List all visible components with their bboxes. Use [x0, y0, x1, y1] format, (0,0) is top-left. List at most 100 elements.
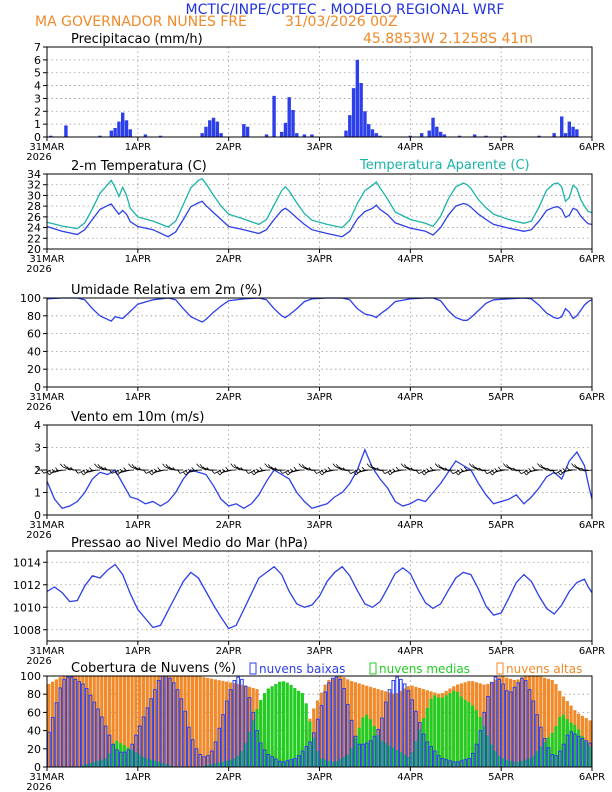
wind-barb-feather	[369, 464, 374, 468]
cloud-bar-high	[47, 683, 51, 767]
cloud-bar-mid	[444, 695, 448, 767]
precip-bar	[291, 110, 295, 137]
series-line-press-0	[46, 563, 593, 630]
cloud-bar-mid	[440, 697, 445, 767]
wind-barb-feather	[342, 467, 346, 471]
wind-barb-feather	[293, 466, 297, 471]
wind-barb-feather	[177, 470, 181, 474]
legend-swatch	[496, 662, 504, 675]
cloud-bar-high	[183, 676, 187, 767]
precip-bar	[457, 135, 462, 137]
wind-barb-feather	[571, 463, 575, 467]
cloud-bar-high	[88, 676, 93, 767]
cloud-bar-mid	[474, 710, 479, 767]
x-tick-label: 6APR	[579, 254, 605, 265]
cloud-bar-mid	[209, 764, 214, 767]
header-run: 31/03/2026 00Z	[285, 14, 398, 30]
x-tick-label: 31MAR	[29, 520, 64, 531]
cloud-bar-high	[520, 677, 524, 767]
wind-barb-feather	[70, 466, 74, 471]
precip-bar	[374, 133, 378, 137]
cloud-bar-mid	[134, 752, 138, 767]
precip-bar	[245, 126, 250, 137]
x-tick-label: 2APR	[216, 142, 242, 153]
cloud-bar-mid	[255, 708, 259, 767]
wind-barb-feather	[55, 467, 59, 471]
x-tick-label: 2APR	[216, 392, 242, 403]
wind-barb-feather	[75, 470, 79, 474]
wind-barb	[62, 466, 70, 471]
wind-barb-feather	[202, 466, 206, 470]
precip-bar	[351, 88, 356, 137]
cloud-bar-high	[62, 676, 66, 767]
cloud-bar-mid	[274, 683, 278, 767]
x-tick-label: 5APR	[488, 772, 514, 783]
wind-barb-feather	[392, 468, 396, 472]
wind-barb-feather	[245, 470, 249, 474]
wind-barb-feather	[168, 466, 172, 470]
wind-barb-feather	[450, 470, 454, 474]
wind-barb-feather	[484, 470, 488, 475]
cloud-bar-mid	[584, 741, 588, 767]
cloud-bar-mid	[278, 681, 282, 767]
wind-barb-feather	[581, 467, 585, 472]
x-tick-label: 3APR	[306, 772, 332, 783]
wind-barb-feather	[225, 467, 229, 471]
wind-barb-feather	[361, 466, 365, 471]
cloud-bar-mid	[168, 765, 172, 767]
cloud-bar-mid	[486, 735, 490, 767]
x-tick-label: 4APR	[397, 392, 423, 403]
cloud-bar-high	[387, 692, 392, 767]
x-tick-label: 31MAR	[29, 392, 64, 403]
cloud-bar-high	[334, 677, 339, 767]
precip-bar	[484, 135, 488, 137]
wind-barb	[345, 469, 354, 471]
cloud-bar-mid	[243, 743, 248, 767]
cloud-bar-mid	[119, 743, 123, 767]
wind-barb	[413, 469, 422, 472]
cloud-bar-mid	[88, 763, 93, 767]
cloud-bar-high	[380, 690, 384, 767]
cloud-bar-high	[191, 676, 195, 767]
precip-bar	[279, 131, 284, 137]
wind-barb-feather	[285, 471, 289, 476]
cloud-bar-mid	[395, 749, 399, 767]
wind-barb-feather	[222, 468, 226, 473]
cloud-bar-mid	[312, 737, 316, 767]
cloud-bar-high	[100, 676, 104, 767]
cloud-bar-high	[418, 687, 422, 767]
cloud-bar-high	[221, 680, 225, 767]
precip-bar	[427, 130, 431, 137]
cloud-bar-high	[156, 676, 161, 767]
series-line-rh-0	[46, 297, 593, 323]
wind-barb-feather	[301, 464, 305, 468]
cloud-bar-mid	[471, 705, 475, 767]
panel-title-precip: Precipitacao (mm/h)	[71, 32, 203, 47]
wind-barb-feather	[279, 470, 283, 474]
x-tick-label: 1APR	[125, 142, 151, 153]
wind-barb-feather	[217, 471, 221, 476]
x-tick-label: 4APR	[397, 142, 423, 153]
wind-barb-feather	[387, 471, 391, 476]
precip-bar	[215, 121, 220, 137]
x-year-label: 2026	[26, 264, 51, 275]
wind-barb-feather	[421, 471, 425, 476]
cloud-bar-high	[531, 676, 535, 767]
legend-swatch	[369, 662, 377, 675]
cloud-bar-mid	[542, 741, 547, 767]
wind-barb	[379, 469, 388, 472]
precip-bar	[435, 126, 439, 137]
legend-label-2: nuvens altas	[506, 662, 582, 676]
precip-bar	[563, 133, 568, 137]
wind-barb-feather	[528, 468, 532, 472]
x-tick-label: 4APR	[397, 254, 423, 265]
cloud-bar-mid	[448, 693, 452, 767]
wind-barb-feather	[457, 469, 461, 474]
cloud-bar-mid	[228, 759, 233, 767]
cloud-bar-mid	[334, 761, 339, 767]
wind-barb-feather	[463, 466, 467, 471]
x-tick-label: 5APR	[488, 254, 514, 265]
wind-barb-feather	[94, 463, 98, 468]
cloud-bar-mid	[296, 690, 301, 767]
